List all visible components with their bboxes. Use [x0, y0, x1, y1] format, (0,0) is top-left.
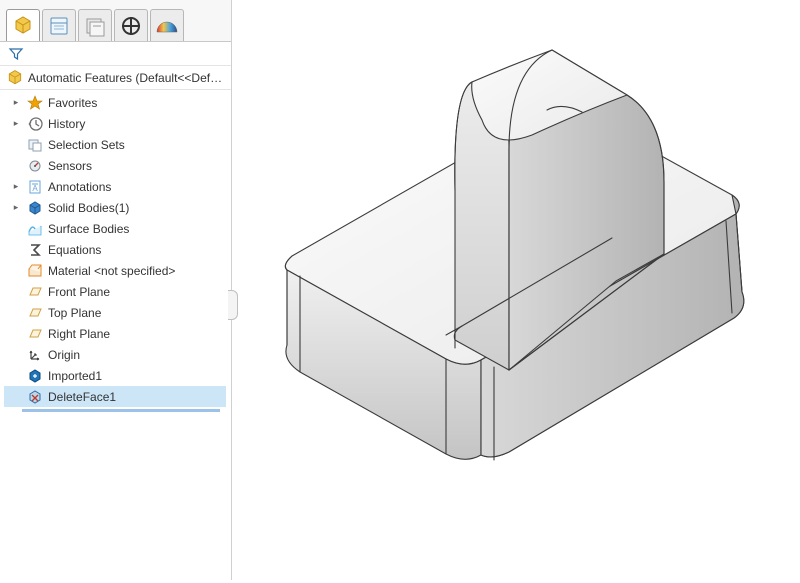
- tree-item-label: DeleteFace1: [48, 390, 226, 404]
- tree-item-origin[interactable]: Origin: [4, 344, 226, 365]
- note-icon: A: [26, 179, 44, 195]
- graphics-viewport[interactable]: [232, 0, 800, 580]
- tree-item-imported1[interactable]: Imported1: [4, 365, 226, 386]
- tree-item-label: Surface Bodies: [48, 222, 226, 236]
- manager-tab-strip: [0, 0, 231, 42]
- tree-item-label: Front Plane: [48, 285, 226, 299]
- tab-property-manager[interactable]: [42, 9, 76, 41]
- tree-item-right_plane[interactable]: Right Plane: [4, 323, 226, 344]
- tab-display-manager[interactable]: [150, 9, 184, 41]
- tree-item-favorites[interactable]: ▸ Favorites: [4, 92, 226, 113]
- surface-icon: [26, 221, 44, 237]
- imported-icon: [26, 368, 44, 384]
- feature-manager-icon: [12, 15, 34, 37]
- delface-icon: [26, 389, 44, 405]
- feature-tree: ▸ Favorites ▸ History Selection Sets Sensors ▸…: [0, 90, 230, 418]
- expander-icon[interactable]: ▸: [10, 97, 22, 109]
- tree-item-annotations[interactable]: ▸ A Annotations: [4, 176, 226, 197]
- tree-item-label: Right Plane: [48, 327, 226, 341]
- solid-icon: [26, 200, 44, 216]
- expander-icon[interactable]: ▸: [10, 202, 22, 214]
- sensor-icon: [26, 158, 44, 174]
- svg-text:A: A: [32, 184, 38, 193]
- sigma-icon: [26, 242, 44, 258]
- tree-item-surface_bodies[interactable]: Surface Bodies: [4, 218, 226, 239]
- selset-icon: [26, 137, 44, 153]
- tree-item-label: Sensors: [48, 159, 226, 173]
- tab-dimxpert-manager[interactable]: [114, 9, 148, 41]
- tree-item-label: Top Plane: [48, 306, 226, 320]
- configuration-manager-icon: [84, 15, 106, 37]
- panel-collapse-handle[interactable]: [228, 290, 238, 320]
- tree-item-top_plane[interactable]: Top Plane: [4, 302, 226, 323]
- tree-item-label: Selection Sets: [48, 138, 226, 152]
- part-render: [232, 0, 800, 580]
- history-icon: [26, 116, 44, 132]
- tab-configuration-manager[interactable]: [78, 9, 112, 41]
- star-icon: [26, 95, 44, 111]
- filter-icon[interactable]: [8, 46, 24, 62]
- tree-item-label: Solid Bodies(1): [48, 201, 226, 215]
- tree-item-label: Material <not specified>: [48, 264, 226, 278]
- display-manager-icon: [155, 16, 179, 36]
- origin-icon: [26, 347, 44, 363]
- expander-icon[interactable]: ▸: [10, 181, 22, 193]
- tree-root-label: Automatic Features (Default<<Default>_D: [28, 71, 225, 85]
- tree-item-label: Equations: [48, 243, 226, 257]
- tree-item-history[interactable]: ▸ History: [4, 113, 226, 134]
- part-icon: [6, 69, 24, 87]
- tree-root-row[interactable]: Automatic Features (Default<<Default>_D: [0, 66, 231, 90]
- tree-item-deleteface1[interactable]: DeleteFace1: [4, 386, 226, 407]
- tree-item-label: Imported1: [48, 369, 226, 383]
- tab-feature-manager[interactable]: [6, 9, 40, 41]
- material-icon: [26, 263, 44, 279]
- tree-item-solid_bodies[interactable]: ▸ Solid Bodies(1): [4, 197, 226, 218]
- tree-item-label: Favorites: [48, 96, 226, 110]
- plane-icon: [26, 284, 44, 300]
- feature-manager-panel: Automatic Features (Default<<Default>_D …: [0, 0, 232, 580]
- expander-icon[interactable]: ▸: [10, 118, 22, 130]
- tree-item-selection_sets[interactable]: Selection Sets: [4, 134, 226, 155]
- dimxpert-icon: [120, 15, 142, 37]
- tree-filter-row: [0, 42, 231, 66]
- tree-item-label: Origin: [48, 348, 226, 362]
- tree-item-label: Annotations: [48, 180, 226, 194]
- property-manager-icon: [48, 15, 70, 37]
- tree-item-front_plane[interactable]: Front Plane: [4, 281, 226, 302]
- plane-icon: [26, 305, 44, 321]
- plane-icon: [26, 326, 44, 342]
- rollback-bar[interactable]: [22, 409, 220, 412]
- tree-item-material[interactable]: Material <not specified>: [4, 260, 226, 281]
- tree-item-sensors[interactable]: Sensors: [4, 155, 226, 176]
- tree-item-equations[interactable]: Equations: [4, 239, 226, 260]
- tree-item-label: History: [48, 117, 226, 131]
